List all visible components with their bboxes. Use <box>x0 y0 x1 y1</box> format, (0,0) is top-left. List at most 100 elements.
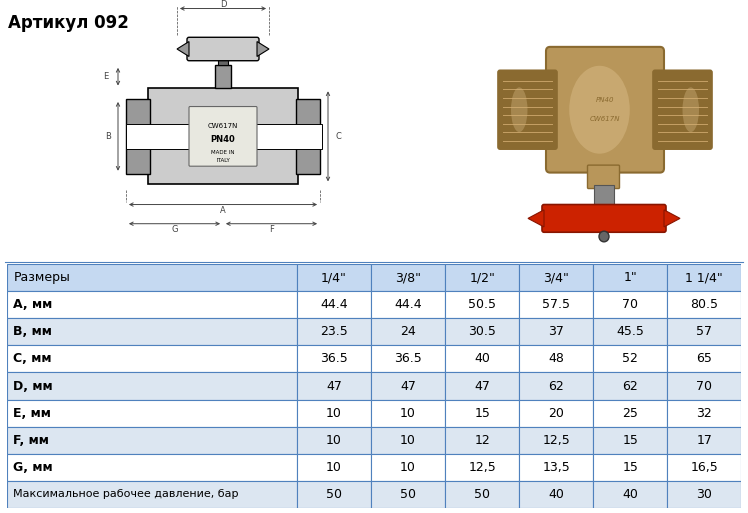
Text: 52: 52 <box>622 352 638 365</box>
Text: 57: 57 <box>696 325 712 339</box>
FancyBboxPatch shape <box>546 47 664 172</box>
Polygon shape <box>664 210 680 227</box>
Text: CW617N: CW617N <box>589 116 620 122</box>
Bar <box>667 345 741 372</box>
Bar <box>297 372 371 400</box>
Text: 45.5: 45.5 <box>616 325 644 339</box>
Bar <box>667 400 741 427</box>
Text: 12,5: 12,5 <box>542 433 570 447</box>
Text: 47: 47 <box>400 380 416 392</box>
Text: 37: 37 <box>548 325 564 339</box>
Bar <box>297 427 371 453</box>
Bar <box>371 427 445 453</box>
Bar <box>519 319 593 345</box>
Text: 1/4": 1/4" <box>321 271 347 284</box>
Text: 50: 50 <box>474 488 490 501</box>
Text: 50: 50 <box>400 488 416 501</box>
Text: 65: 65 <box>696 352 712 365</box>
Text: CW617N: CW617N <box>208 123 238 129</box>
Text: 47: 47 <box>326 380 342 392</box>
FancyBboxPatch shape <box>653 70 712 149</box>
Bar <box>519 427 593 453</box>
Bar <box>519 453 593 481</box>
Text: B, мм: B, мм <box>13 325 52 339</box>
Bar <box>371 453 445 481</box>
Bar <box>445 400 519 427</box>
Bar <box>297 264 371 291</box>
Bar <box>215 65 231 88</box>
Bar <box>7 319 297 345</box>
Text: 36.5: 36.5 <box>394 352 422 365</box>
Text: D: D <box>220 0 226 9</box>
Bar <box>297 481 371 508</box>
Bar <box>371 372 445 400</box>
Bar <box>593 264 667 291</box>
Bar <box>667 264 741 291</box>
Bar <box>297 400 371 427</box>
Bar <box>445 345 519 372</box>
Bar <box>445 291 519 319</box>
Text: 47: 47 <box>474 380 490 392</box>
Text: F, мм: F, мм <box>13 433 49 447</box>
Bar <box>667 453 741 481</box>
Bar <box>519 400 593 427</box>
Text: 17: 17 <box>696 433 712 447</box>
Text: 16,5: 16,5 <box>690 461 718 474</box>
Bar <box>371 319 445 345</box>
Bar <box>148 88 298 184</box>
Text: 20: 20 <box>548 407 564 420</box>
Text: 50.5: 50.5 <box>468 298 496 311</box>
Text: E, мм: E, мм <box>13 407 51 420</box>
Text: 44.4: 44.4 <box>394 298 422 311</box>
Text: PN40: PN40 <box>595 97 614 103</box>
Bar <box>667 481 741 508</box>
Bar <box>593 481 667 508</box>
Bar <box>445 427 519 453</box>
Bar <box>593 291 667 319</box>
Bar <box>7 372 297 400</box>
Bar <box>126 99 150 173</box>
Polygon shape <box>177 42 189 56</box>
Bar <box>7 427 297 453</box>
Bar <box>126 124 322 149</box>
Text: 48: 48 <box>548 352 564 365</box>
Text: 15: 15 <box>622 461 638 474</box>
FancyBboxPatch shape <box>189 107 257 166</box>
Text: A: A <box>220 206 226 215</box>
Text: 3/4": 3/4" <box>543 271 569 284</box>
Text: 36.5: 36.5 <box>320 352 348 365</box>
Text: 32: 32 <box>696 407 712 420</box>
Bar <box>7 264 297 291</box>
Bar <box>519 291 593 319</box>
Text: 23.5: 23.5 <box>320 325 348 339</box>
Text: Размеры: Размеры <box>13 271 70 284</box>
FancyBboxPatch shape <box>542 205 666 232</box>
Bar <box>371 264 445 291</box>
Ellipse shape <box>569 66 630 154</box>
Text: 10: 10 <box>400 461 416 474</box>
Bar <box>667 427 741 453</box>
Text: 12,5: 12,5 <box>468 461 496 474</box>
Bar <box>296 99 320 173</box>
Bar <box>445 319 519 345</box>
Bar <box>594 185 614 207</box>
Text: 57.5: 57.5 <box>542 298 570 311</box>
Polygon shape <box>257 42 269 56</box>
Text: 3/8": 3/8" <box>395 271 421 284</box>
Text: 25: 25 <box>622 407 638 420</box>
Bar <box>593 372 667 400</box>
Text: Максимальное рабочее давление, бар: Максимальное рабочее давление, бар <box>13 489 239 499</box>
Text: 30.5: 30.5 <box>468 325 496 339</box>
Text: A, мм: A, мм <box>13 298 52 311</box>
Bar <box>7 481 297 508</box>
Bar <box>371 400 445 427</box>
Text: 44.4: 44.4 <box>320 298 348 311</box>
Text: 13,5: 13,5 <box>542 461 570 474</box>
Text: G: G <box>171 225 178 233</box>
Text: 10: 10 <box>326 407 342 420</box>
Text: 15: 15 <box>622 433 638 447</box>
Bar <box>667 291 741 319</box>
Text: 70: 70 <box>696 380 712 392</box>
Bar <box>593 345 667 372</box>
Bar <box>7 291 297 319</box>
